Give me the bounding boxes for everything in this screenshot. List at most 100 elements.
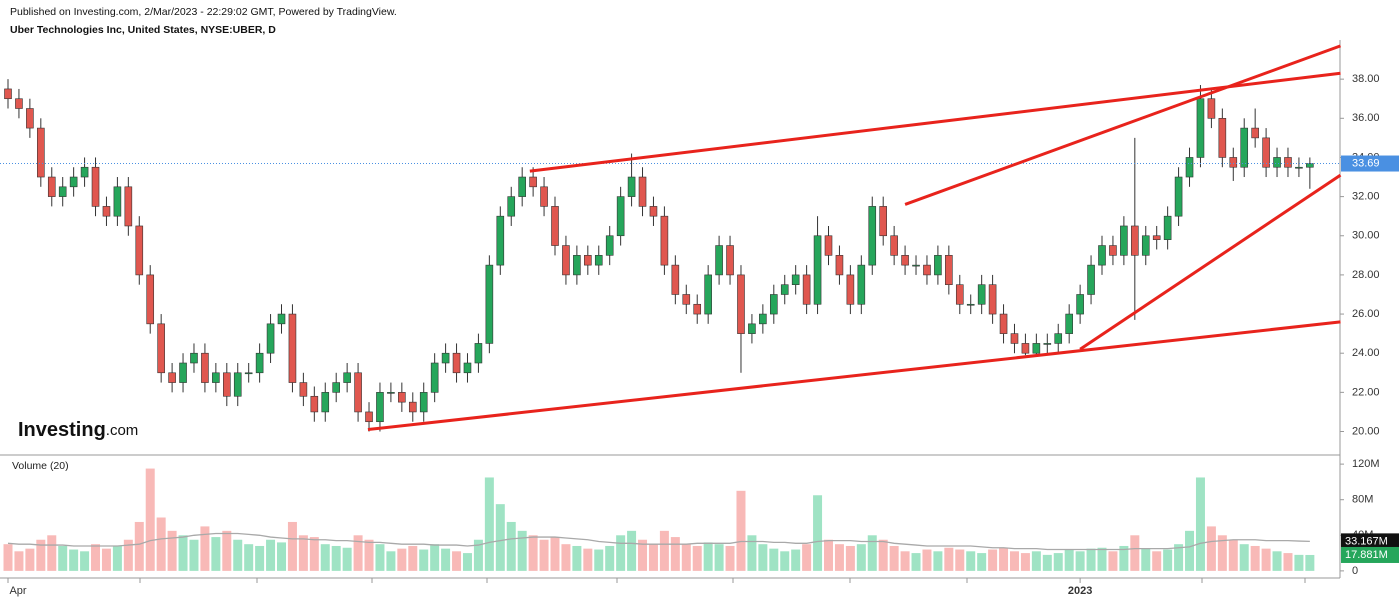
volume-title: Volume (20) — [12, 460, 69, 472]
candle-body — [441, 352, 450, 364]
candle-body — [1120, 225, 1128, 256]
trendline — [367, 320, 1341, 432]
volume-bar — [353, 535, 363, 571]
candle-body — [157, 323, 165, 374]
volume-bar — [397, 548, 407, 571]
volume-bar — [36, 539, 46, 571]
candle-body — [58, 186, 67, 197]
last-price-label: 33.69 — [1352, 157, 1380, 169]
volume-bar — [134, 521, 144, 571]
candle-body — [452, 352, 461, 374]
volume-bar — [25, 548, 35, 571]
volume-bar — [1152, 551, 1162, 571]
candle-body — [430, 362, 439, 393]
candle-body — [223, 372, 231, 397]
volume-bar — [659, 530, 669, 571]
volume-bar — [3, 544, 13, 571]
volume-bar — [977, 553, 987, 571]
volume-bar — [331, 545, 341, 571]
candle-body — [376, 392, 384, 423]
candle-body — [91, 166, 100, 207]
candle-body — [846, 274, 855, 305]
candle-body — [529, 176, 537, 188]
candle-body — [168, 372, 176, 383]
candle-body — [857, 264, 866, 305]
instrument-title: Uber Technologies Inc, United States, NY… — [10, 24, 276, 36]
y-tick-label: 22.00 — [1352, 386, 1380, 398]
candle-body — [277, 313, 286, 325]
volume-bar — [14, 551, 24, 571]
y-tick-label: 80M — [1352, 494, 1373, 506]
candle-body — [649, 206, 658, 217]
candle-body — [1098, 245, 1106, 266]
candle-body — [190, 352, 198, 364]
candle-body — [1273, 157, 1281, 168]
candle-body — [966, 303, 975, 306]
volume-bar — [1283, 553, 1293, 571]
candle-body — [212, 372, 220, 383]
volume-bar — [69, 549, 79, 571]
candle-body — [824, 235, 833, 256]
candle-body — [802, 274, 811, 305]
volume-bar — [1031, 551, 1041, 571]
candle-body — [146, 274, 155, 325]
candle-body — [255, 352, 264, 374]
volume-bar — [364, 539, 374, 571]
volume-bar — [1250, 545, 1260, 571]
volume-bar — [1086, 548, 1096, 571]
candle-body — [1207, 98, 1216, 119]
y-tick-label: 20.00 — [1352, 425, 1380, 437]
candle-body — [37, 127, 45, 178]
volume-bar — [528, 535, 538, 571]
candle-body — [124, 186, 133, 227]
candle-body — [955, 284, 964, 305]
volume-bar — [1163, 549, 1173, 571]
volume-bar — [1174, 544, 1184, 571]
volume-bar — [648, 544, 658, 571]
candle-body — [102, 206, 111, 217]
volume-bar — [1261, 548, 1271, 571]
candle-body — [1218, 118, 1227, 158]
volume-bar — [1294, 554, 1304, 571]
volume-bar — [1097, 547, 1107, 571]
candle-body — [551, 206, 559, 246]
volume-bar — [725, 545, 735, 571]
candle-body — [15, 98, 23, 109]
published-note: Published on Investing.com, 2/Mar/2023 -… — [10, 6, 397, 18]
volume-bar — [889, 545, 899, 571]
volume-bar — [1042, 554, 1052, 571]
candle-body — [47, 176, 56, 197]
candle-body — [868, 206, 877, 266]
volume-bar — [1119, 545, 1129, 571]
candle-body — [584, 255, 592, 266]
trendline — [904, 44, 1342, 206]
candle-body — [682, 294, 691, 305]
candle-body — [945, 255, 953, 285]
volume-bar — [112, 545, 122, 571]
candle-body — [791, 274, 800, 285]
candle-body — [387, 392, 395, 394]
candle-body — [540, 186, 548, 207]
volume-bar — [1108, 551, 1118, 571]
y-tick-label: 28.00 — [1352, 269, 1380, 281]
volume-bar — [495, 504, 505, 571]
volume-bar — [1217, 535, 1227, 571]
volume-bar — [944, 547, 954, 571]
candle-body — [485, 264, 494, 344]
candle-body — [1251, 127, 1259, 139]
candle-body — [638, 176, 647, 207]
candle-body — [26, 108, 34, 129]
volume-bar — [572, 545, 582, 571]
candle-body — [69, 176, 78, 188]
candle-body — [1054, 333, 1063, 344]
y-tick-label: 36.00 — [1352, 112, 1380, 124]
candle-body — [398, 392, 406, 403]
volume-bar — [101, 548, 111, 571]
candle-body — [912, 264, 920, 267]
candle-body — [562, 245, 570, 276]
volume-bar — [375, 544, 385, 571]
volume-bar — [1064, 549, 1074, 571]
volume-bar — [561, 544, 571, 571]
candle-body — [1032, 343, 1041, 354]
candle-body — [266, 323, 275, 354]
